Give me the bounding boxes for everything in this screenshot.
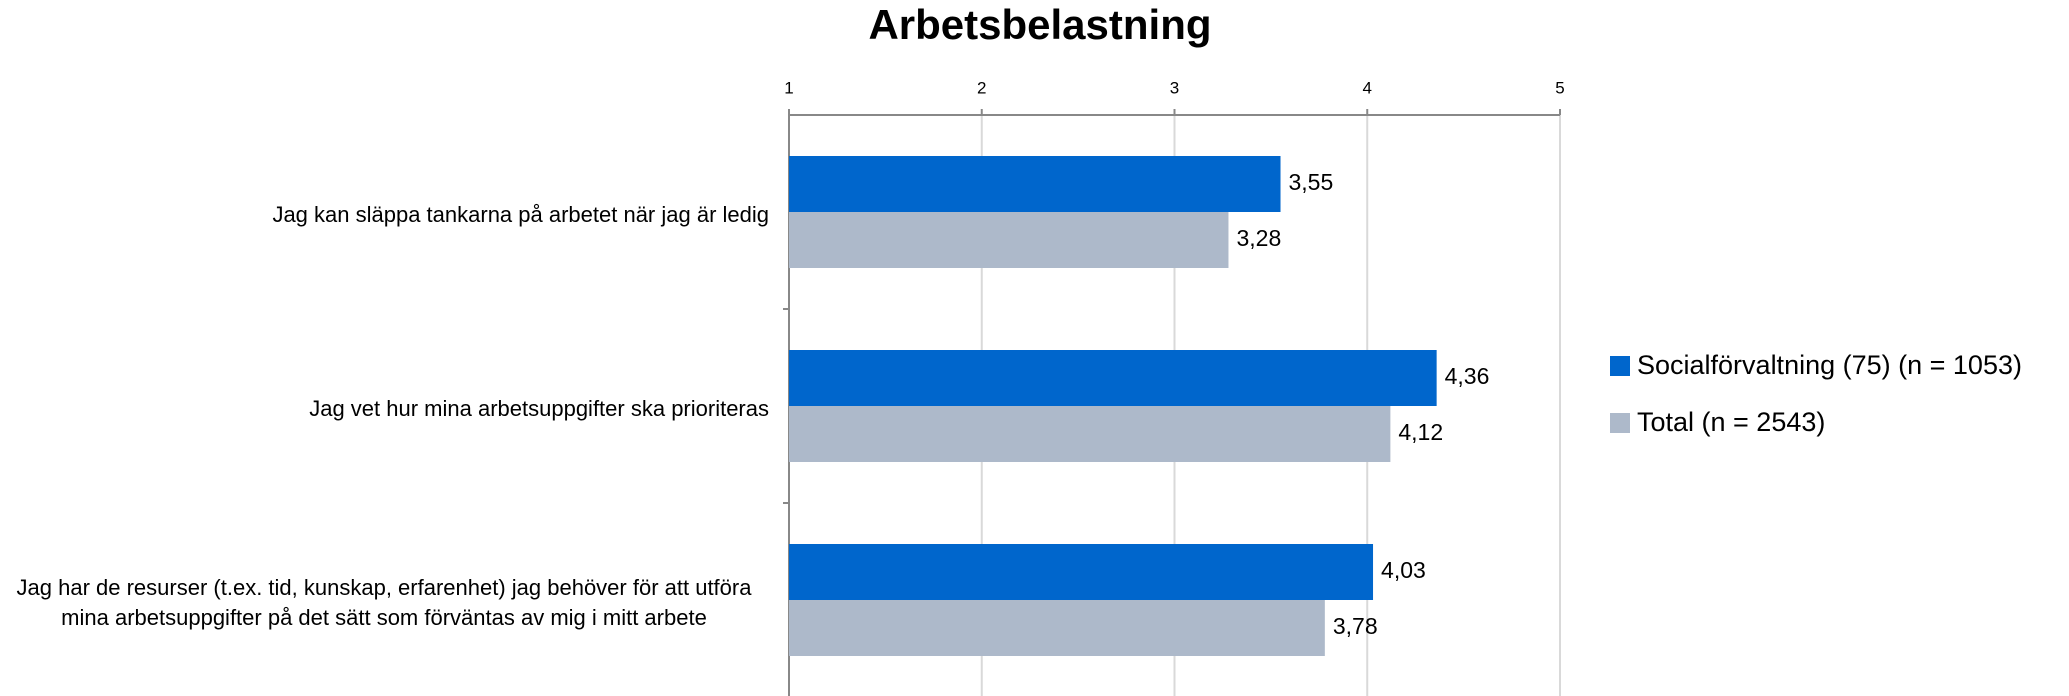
legend-label: Socialförvaltning (75) (n = 1053)	[1637, 350, 2022, 380]
legend-label: Total (n = 2543)	[1637, 407, 1825, 437]
category-text: Jag kan släppa tankarna på arbetet när j…	[272, 202, 769, 227]
bar	[789, 544, 1374, 600]
category-label: Jag kan släppa tankarna på arbetet när j…	[0, 200, 769, 230]
bar	[789, 212, 1229, 268]
value-label: 4,03	[1381, 557, 1426, 583]
value-label: 3,28	[1236, 225, 1281, 251]
bar	[789, 350, 1437, 406]
category-label: Jag har de resurser (t.ex. tid, kunskap,…	[0, 573, 769, 633]
value-label: 4,12	[1398, 419, 1443, 445]
bar	[789, 156, 1281, 212]
legend-swatch	[1610, 413, 1630, 433]
value-label: 4,36	[1445, 363, 1490, 389]
x-tick-label: 5	[1555, 78, 1564, 97]
category-text: Jag har de resurser (t.ex. tid, kunskap,…	[16, 575, 752, 630]
chart-title: Arbetsbelastning	[868, 1, 1211, 48]
x-tick-label: 3	[1170, 78, 1179, 97]
x-tick-label: 4	[1363, 78, 1372, 97]
x-tick-label: 2	[977, 78, 986, 97]
bar	[789, 600, 1325, 656]
category-text: Jag vet hur mina arbetsuppgifter ska pri…	[309, 396, 769, 421]
legend-swatch	[1610, 356, 1630, 376]
category-label: Jag vet hur mina arbetsuppgifter ska pri…	[0, 394, 769, 424]
value-label: 3,55	[1289, 169, 1334, 195]
value-label: 3,78	[1333, 613, 1378, 639]
x-tick-label: 1	[784, 78, 793, 97]
bar	[789, 406, 1391, 462]
